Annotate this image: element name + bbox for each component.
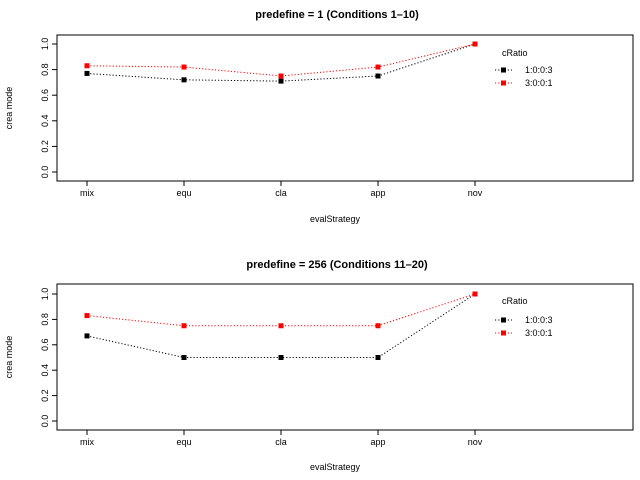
y-tick-label: 0.2 (40, 389, 50, 402)
x-tick-label: cla (275, 188, 287, 198)
data-point (84, 313, 90, 319)
data-point (181, 323, 187, 329)
y-tick-label: 1.0 (40, 38, 50, 51)
plot-frame-2 (56, 283, 634, 431)
y-tick-label: 0.4 (40, 115, 50, 128)
chart-marks-1: 0.0 0.2 0.4 0.6 0.8 1.0 mix equ cla app nov 1:0:0:3… (40, 38, 553, 198)
data-point (84, 70, 90, 76)
y-tick-label: 0.2 (40, 140, 50, 153)
legend-label: 3:0:0:1 (525, 78, 553, 88)
chart-title-1: predefine = 1 (Conditions 1–10) (255, 9, 419, 21)
data-point (278, 73, 284, 79)
data-point (375, 64, 381, 70)
legend-marker (501, 330, 506, 336)
legend-label: 1:0:0:3 (525, 315, 553, 325)
x-tick-label: equ (176, 188, 191, 198)
x-tick-label: nov (468, 188, 483, 198)
data-point (375, 323, 381, 329)
x-tick-label: cla (275, 437, 287, 447)
legend-marker (501, 317, 506, 323)
y-tick-label: 1.0 (40, 288, 50, 301)
data-point (472, 291, 478, 297)
series-line (86, 43, 476, 82)
data-point (84, 333, 90, 339)
chart-panel-2: predefine = 256 (Conditions 11–20) crea … (4, 259, 634, 472)
y-tick-label: 0.0 (40, 166, 50, 179)
y-tick-label: 0.8 (40, 63, 50, 76)
legend-label: 1:0:0:3 (525, 65, 553, 75)
plot-frame-1 (56, 34, 634, 182)
y-tick-label: 0.6 (40, 89, 50, 102)
data-point (278, 78, 284, 84)
x-axis-label-1: evalStrategy (310, 214, 361, 224)
x-tick-label: nov (468, 437, 483, 447)
data-point (375, 73, 381, 79)
data-point (181, 355, 187, 360)
legend-title-1: cRatio (502, 48, 528, 58)
legend-title-2: cRatio (502, 296, 528, 306)
legend-marker (501, 80, 506, 86)
data-point (375, 355, 381, 360)
series-line (86, 43, 476, 77)
series-line (86, 293, 476, 327)
x-axis-label-2: evalStrategy (310, 462, 361, 472)
chart-marks-2: 0.0 0.2 0.4 0.6 0.8 1.0 mix equ cla app nov 1:0:0:3… (40, 288, 553, 447)
y-tick-label: 0.0 (40, 415, 50, 428)
x-tick-label: app (370, 437, 385, 447)
data-point (84, 63, 90, 69)
data-point (181, 77, 187, 83)
data-point (278, 323, 284, 329)
legend-label: 3:0:0:1 (525, 328, 553, 338)
legend-marker (501, 67, 506, 73)
y-axis-label-1: crea mode (4, 87, 14, 130)
y-tick-label: 0.6 (40, 339, 50, 352)
y-tick-label: 0.4 (40, 364, 50, 377)
x-tick-label: equ (176, 437, 191, 447)
data-point (278, 355, 284, 360)
data-point (181, 64, 187, 70)
x-tick-label: mix (80, 437, 94, 447)
y-axis-label-2: crea mode (4, 336, 14, 379)
chart-panel-1: predefine = 1 (Conditions 1–10) crea mod… (4, 9, 634, 224)
data-point (472, 41, 478, 47)
chart-title-2: predefine = 256 (Conditions 11–20) (246, 259, 428, 271)
x-tick-label: mix (80, 188, 94, 198)
y-tick-label: 0.8 (40, 313, 50, 326)
x-tick-label: app (370, 188, 385, 198)
